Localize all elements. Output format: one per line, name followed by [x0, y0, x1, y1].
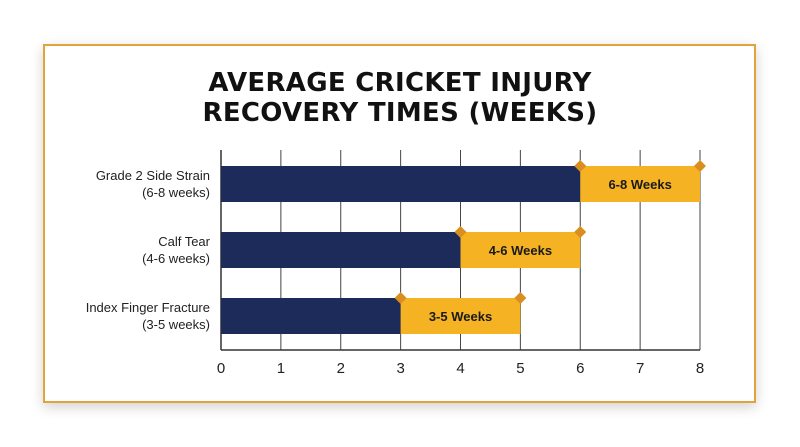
category-sublabel: (3-5 weeks) — [142, 317, 210, 332]
x-tick-label: 0 — [217, 360, 225, 377]
chart-title-line-2: RECOVERY TIMES (WEEKS) — [202, 98, 598, 128]
chart-card — [43, 44, 756, 403]
x-tick-label: 8 — [696, 360, 704, 377]
base-bar — [221, 166, 581, 202]
range-bar — [460, 232, 581, 268]
range-bar — [580, 166, 700, 202]
range-marker — [574, 160, 587, 172]
x-tick-label: 2 — [337, 360, 345, 377]
category-sublabel: (4-6 weeks) — [142, 251, 210, 266]
base-bar — [221, 298, 401, 334]
category-label: Calf Tear — [158, 234, 210, 249]
x-tick-label: 4 — [456, 360, 464, 377]
category-label: Grade 2 Side Strain — [96, 168, 210, 183]
range-marker — [694, 160, 706, 172]
x-tick-label: 7 — [636, 360, 644, 377]
base-bar — [221, 232, 461, 268]
x-tick-label: 6 — [576, 360, 584, 377]
range-bar — [400, 298, 521, 334]
range-marker — [574, 226, 587, 238]
x-tick-label: 3 — [396, 360, 404, 377]
range-marker — [514, 292, 527, 304]
range-bar-label: 4-6 Weeks — [489, 243, 552, 258]
range-marker — [454, 226, 467, 238]
chart-title-line-1: AVERAGE CRICKET INJURY — [208, 68, 592, 98]
range-bar-label: 3-5 Weeks — [429, 309, 492, 324]
range-bar-label: 6-8 Weeks — [608, 177, 671, 192]
range-marker — [394, 292, 407, 304]
category-label: Index Finger Fracture — [86, 300, 210, 315]
x-tick-label: 5 — [516, 360, 524, 377]
x-tick-label: 1 — [277, 360, 285, 377]
category-sublabel: (6-8 weeks) — [142, 185, 210, 200]
